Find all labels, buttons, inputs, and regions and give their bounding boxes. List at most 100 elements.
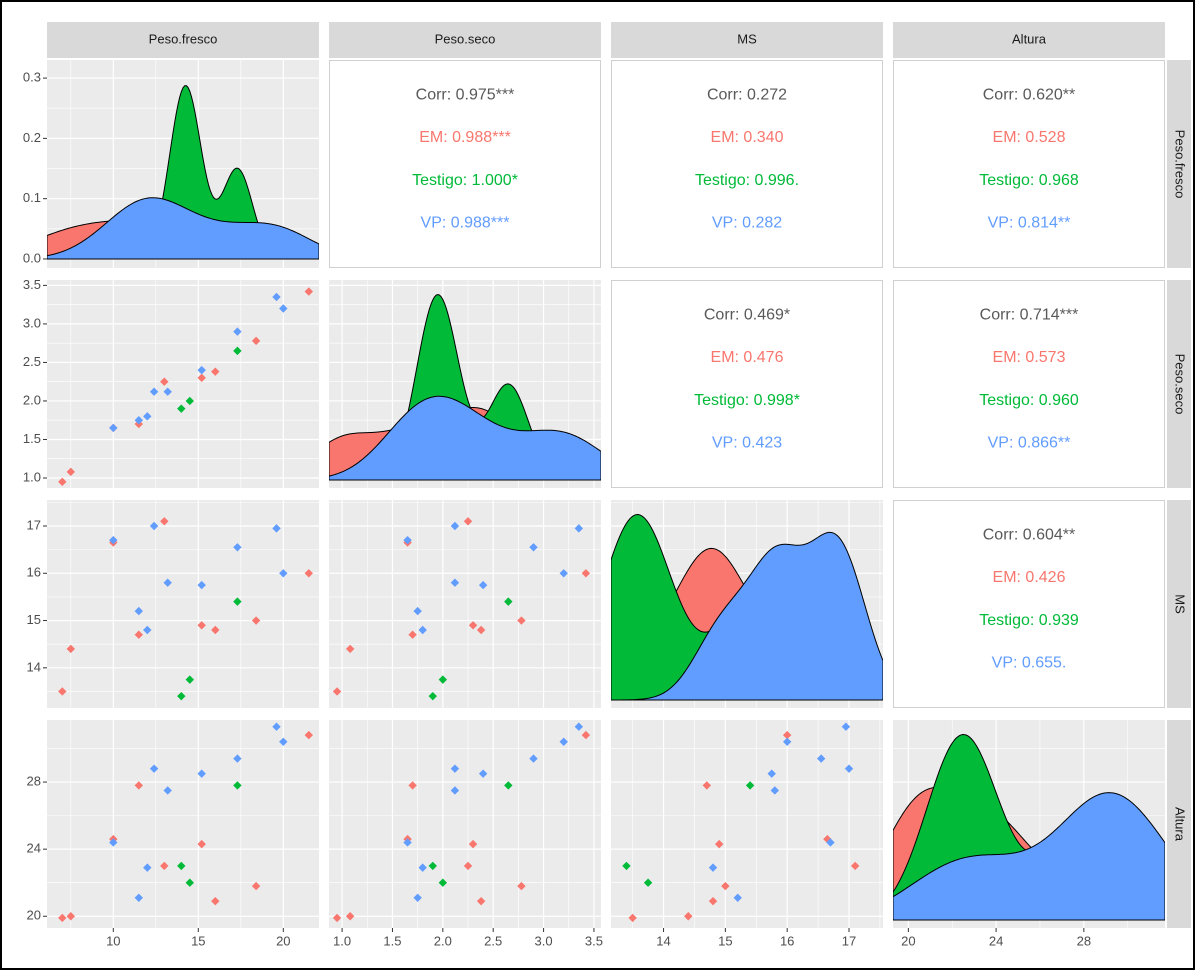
y-tick-label: 2.5 [23, 354, 41, 369]
x-tick-label: 24 [989, 933, 1003, 948]
point [163, 578, 172, 587]
point [403, 838, 412, 847]
point [109, 838, 118, 847]
point [160, 517, 169, 526]
point [66, 644, 75, 654]
point [581, 569, 591, 578]
corr-label: Testigo: 0.939 [979, 612, 1079, 629]
point [517, 616, 526, 625]
point [66, 467, 75, 477]
strip-label: MS [1173, 594, 1188, 614]
point [58, 913, 67, 923]
panel [329, 280, 601, 488]
corr-panel [611, 280, 883, 488]
y-tick-label: 3.5 [23, 277, 41, 292]
corr-label: Corr: 0.272 [707, 87, 787, 104]
panel [47, 60, 319, 268]
x-tick-label: 28 [1077, 933, 1091, 948]
corr-label: VP: 0.866** [988, 434, 1071, 451]
point [478, 580, 488, 590]
point [279, 569, 288, 578]
point [304, 730, 313, 740]
y-tick-label: 24 [27, 841, 41, 856]
strip-right [1167, 720, 1191, 928]
corr-label: Corr: 0.975*** [416, 87, 515, 104]
point [134, 893, 143, 903]
y-tick-label: 3.0 [23, 315, 41, 330]
strip-label: Peso.seco [1173, 354, 1188, 415]
strip-right [1167, 500, 1191, 708]
point [478, 769, 488, 778]
point [408, 630, 417, 639]
corr-panel [893, 500, 1165, 708]
point [134, 416, 143, 425]
point [149, 521, 159, 531]
point [109, 535, 118, 545]
x-tick-label: 1.0 [333, 933, 351, 948]
corr-panel [611, 60, 883, 268]
point [272, 524, 281, 533]
x-tick-label: 20 [276, 933, 290, 948]
point [581, 730, 591, 740]
point [185, 878, 194, 887]
y-tick-label: 20 [27, 908, 41, 923]
x-tick-label: 10 [106, 933, 120, 948]
corr-label: Corr: 0.604** [983, 527, 1076, 544]
point [438, 675, 448, 684]
corr-label: Corr: 0.620** [983, 87, 1076, 104]
point [197, 769, 206, 778]
point [745, 781, 755, 790]
corr-label: Testigo: 1.000* [412, 172, 518, 189]
x-tick-label: 14 [656, 933, 670, 948]
panel [329, 720, 601, 928]
corr-panel [329, 60, 601, 268]
point [450, 521, 460, 531]
point [782, 730, 792, 740]
point [517, 881, 526, 891]
point [721, 881, 730, 891]
y-tick-label: 2.0 [23, 392, 41, 407]
point [109, 423, 118, 433]
point [428, 861, 437, 871]
point [403, 535, 412, 545]
y-tick-label: 28 [27, 774, 41, 789]
point [332, 913, 342, 923]
point [841, 722, 851, 731]
point [160, 377, 169, 386]
y-tick-label: 17 [27, 517, 41, 532]
density [47, 197, 319, 260]
corr-label: EM: 0.340 [711, 129, 784, 146]
point [251, 336, 261, 346]
panel-bg [47, 500, 319, 708]
point [58, 477, 67, 487]
density [329, 395, 601, 481]
point [279, 304, 288, 313]
point [332, 687, 342, 696]
point [702, 781, 712, 790]
y-tick-label: 15 [27, 612, 41, 627]
corr-label: EM: 0.476 [711, 349, 784, 366]
panel [47, 280, 319, 488]
point [197, 621, 206, 630]
panel [611, 500, 883, 708]
point [413, 606, 422, 616]
point [233, 754, 242, 763]
density [893, 792, 1165, 921]
x-tick-label: 16 [780, 933, 794, 948]
point [177, 404, 186, 413]
point [251, 881, 261, 891]
point [418, 625, 427, 635]
y-tick-label: 0.0 [23, 250, 41, 265]
strip-top [47, 22, 319, 58]
corr-label: EM: 0.988*** [419, 129, 511, 146]
panel-bg [47, 280, 319, 488]
x-tick-label: 15 [191, 933, 205, 948]
point [574, 722, 584, 731]
corr-label: VP: 0.988*** [421, 214, 510, 231]
point [185, 396, 194, 406]
panel [47, 720, 319, 928]
strip-top [611, 22, 883, 58]
point [408, 781, 417, 790]
point [272, 292, 281, 302]
point [529, 754, 538, 763]
